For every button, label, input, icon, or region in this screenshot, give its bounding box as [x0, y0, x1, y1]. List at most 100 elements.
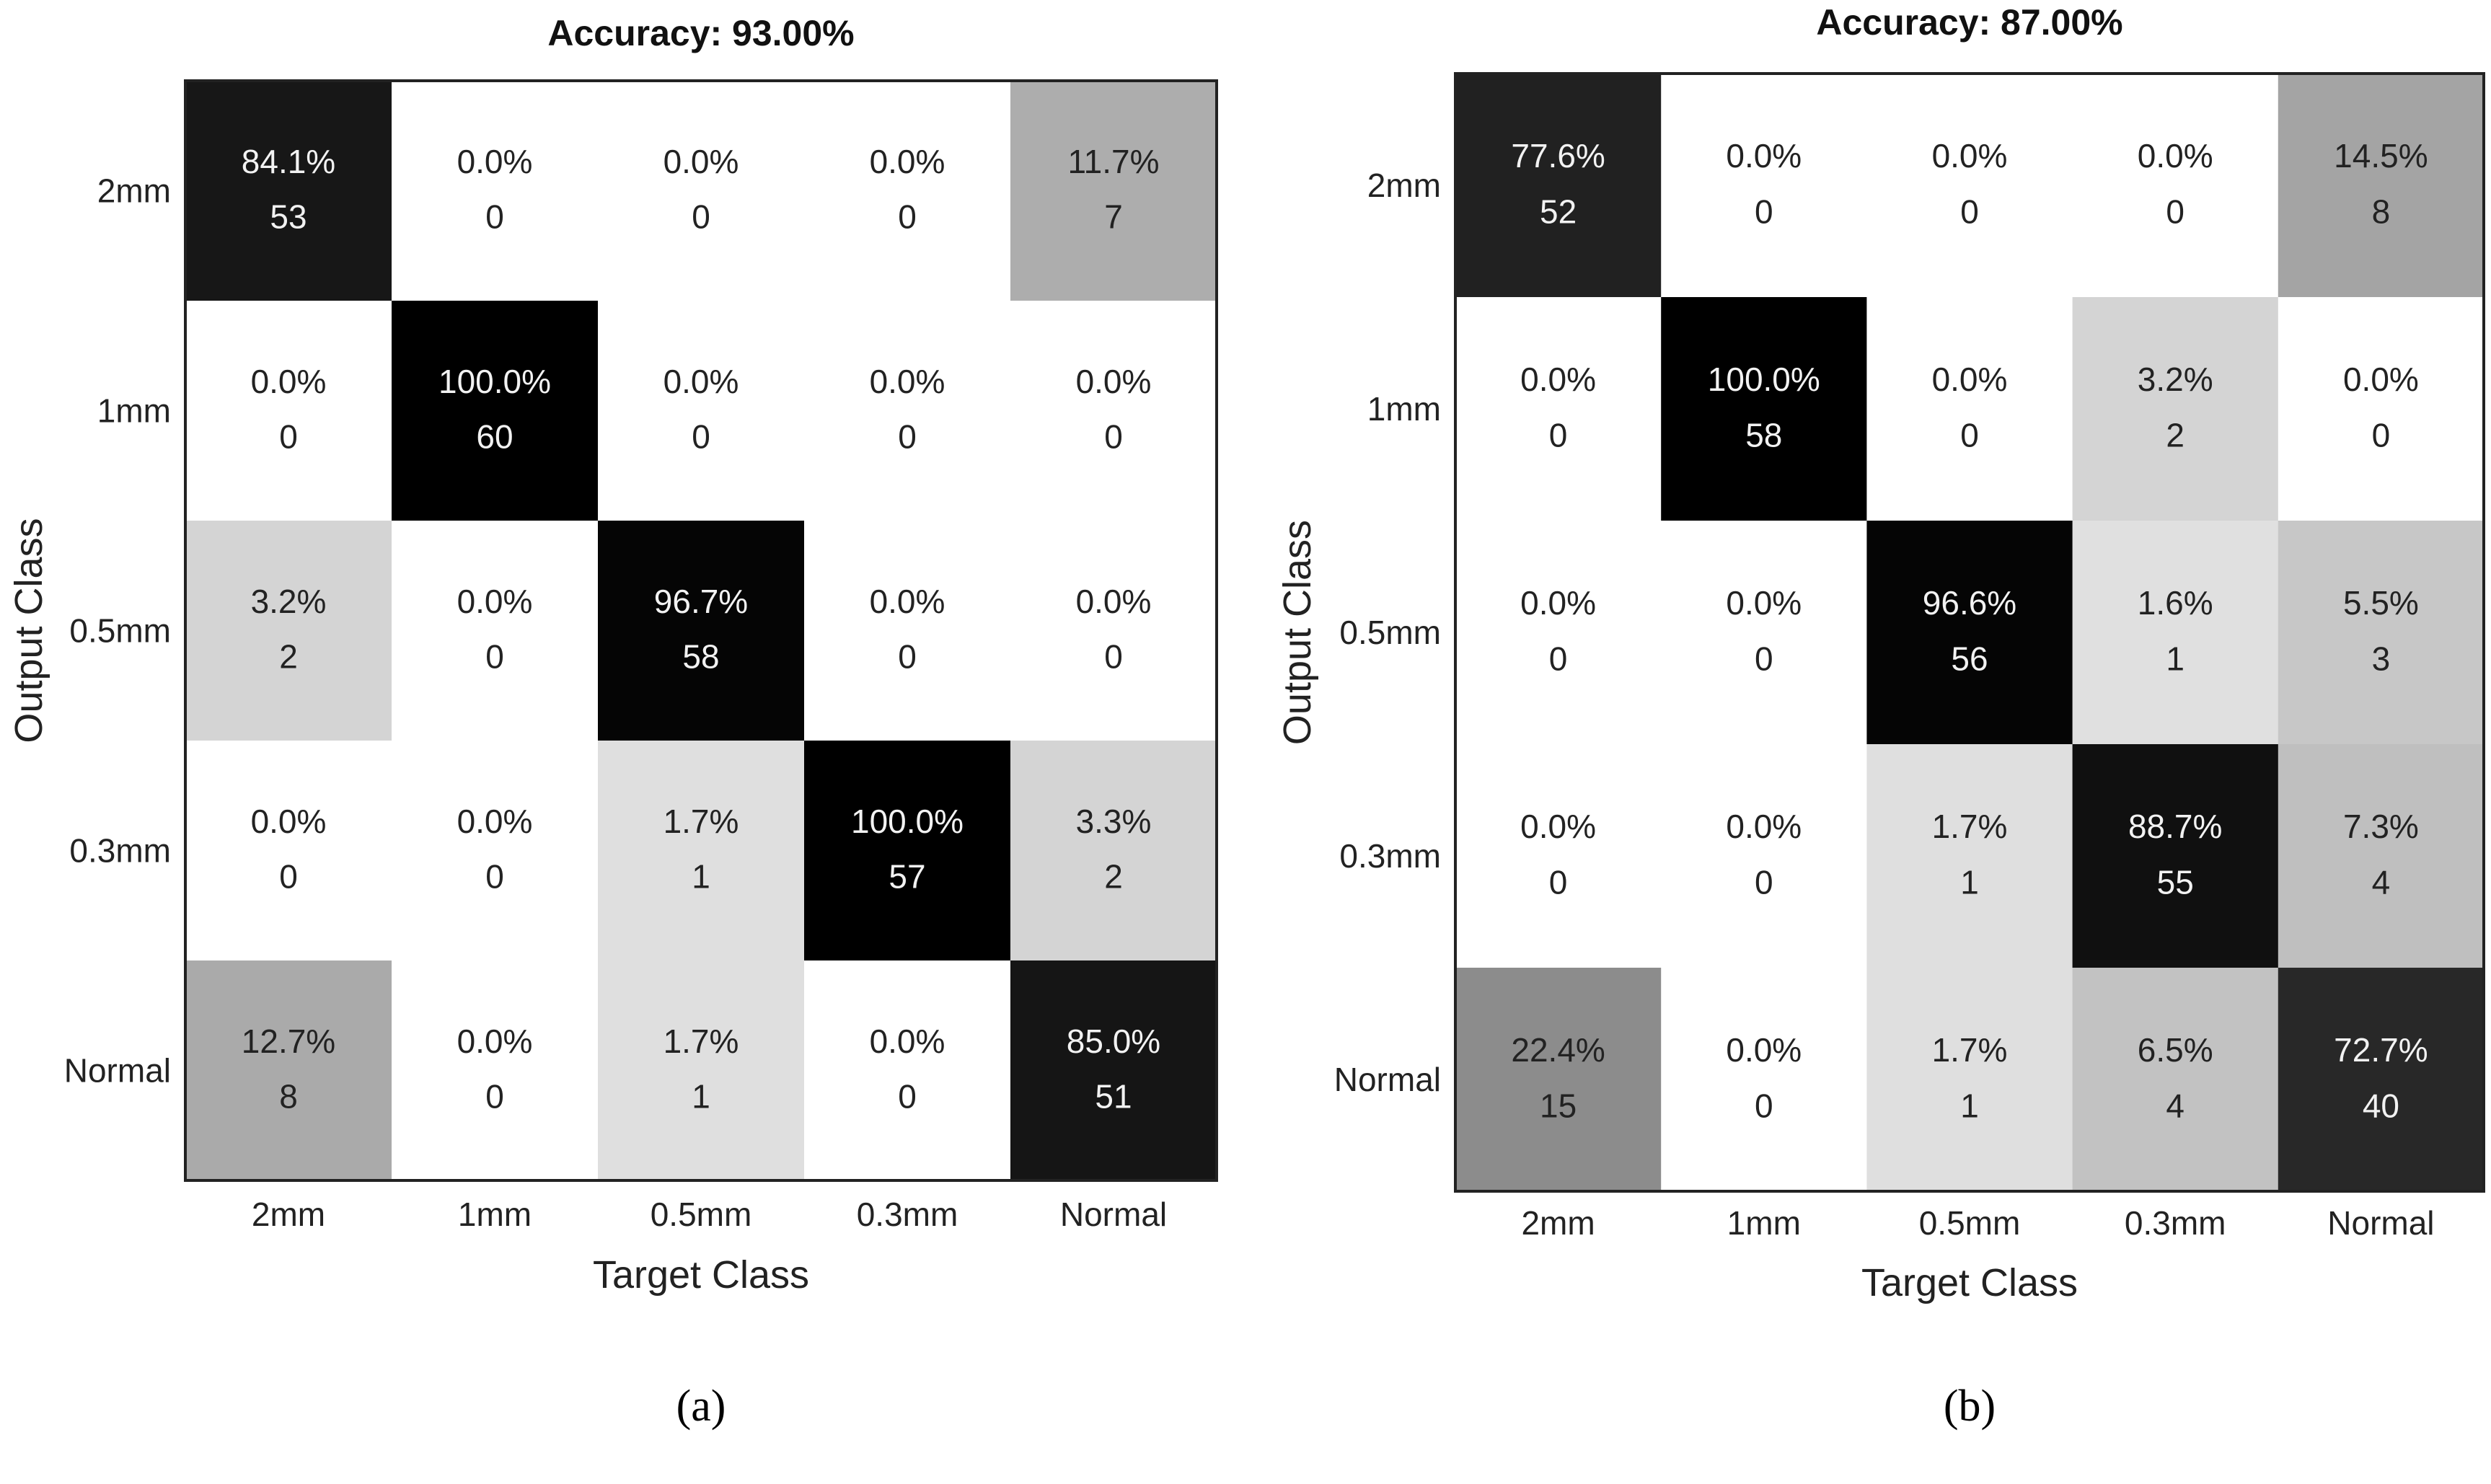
panel-a-cell-percentage: 1.7% [663, 1023, 739, 1060]
panel-b-cell-count: 58 [1745, 417, 1782, 454]
panel-a-cell [1010, 81, 1217, 301]
panel-b-cell-percentage: 0.0% [1726, 584, 1802, 622]
panel-a-cell [185, 301, 392, 521]
panel-b-cell-count: 4 [2166, 1087, 2184, 1125]
panel-a-cell [392, 301, 599, 521]
panel-a-cell [598, 741, 805, 961]
panel-b-cell-count: 55 [2157, 864, 2194, 901]
panel-b-cell-percentage: 1.7% [1932, 808, 2008, 845]
panel-a-cell-percentage: 1.7% [663, 803, 739, 840]
panel-b-x-tick-label: 1mm [1727, 1204, 1801, 1242]
panel-b-cell [1866, 521, 2073, 745]
panel-b-y-axis-label: Output Class [1276, 520, 1319, 745]
panel-b-x-tick-label: Normal [2327, 1204, 2434, 1242]
panel-a-cell [804, 301, 1011, 521]
panel-b-cell [1661, 74, 1867, 298]
panel-b-cell-count: 56 [1951, 640, 1988, 678]
panel-a-cell-count: 0 [485, 857, 504, 895]
panel-b-cell-percentage: 14.5% [2334, 137, 2428, 175]
panel-b-cell-count: 4 [2372, 864, 2391, 901]
panel-b-x-tick-label: 0.3mm [2125, 1204, 2226, 1242]
panel-b-cell [2278, 744, 2485, 968]
panel-b-cell [1866, 968, 2073, 1192]
panel-b-cell-count: 15 [1540, 1087, 1577, 1125]
panel-a-cell [392, 521, 599, 741]
panel-a-cell-count: 57 [889, 857, 925, 895]
panel-b-cell-count: 3 [2372, 640, 2391, 678]
panel-a-cell [185, 960, 392, 1181]
panel-b-y-tick-label: 0.5mm [1339, 614, 1441, 651]
panel-a-cell-count: 0 [898, 1077, 917, 1115]
panel-a-cell-percentage: 0.0% [457, 803, 533, 840]
panel-b-cell-percentage: 5.5% [2343, 584, 2419, 622]
panel-a-cell [598, 521, 805, 741]
panel-b-cell-percentage: 1.7% [1932, 1031, 2008, 1069]
panel-b-cell-percentage: 72.7% [2334, 1031, 2428, 1069]
panel-a-cell-count: 0 [692, 198, 710, 235]
panel-a-cell-count: 0 [898, 198, 917, 235]
panel-a-cell-count: 8 [279, 1077, 298, 1115]
panel-a-cell-count: 0 [279, 418, 298, 455]
panel-a-x-tick-label: 0.3mm [857, 1196, 958, 1233]
panel-b-cell [1661, 297, 1867, 521]
panel-a-cell-percentage: 0.0% [251, 803, 327, 840]
panel-b-cell [2278, 74, 2485, 298]
panel-a-cell-percentage: 0.0% [870, 143, 945, 180]
panel-a-plot-frame [184, 79, 1218, 1182]
panel-b-cell-percentage: 7.3% [2343, 808, 2419, 845]
panel-b-plot-frame [1454, 72, 2485, 1193]
panel-a-x-tick-label: 2mm [252, 1196, 325, 1233]
panel-a-y-tick-label: 1mm [97, 392, 171, 430]
panel-a-cell [1010, 960, 1217, 1181]
panel-a-cell-count: 0 [485, 198, 504, 235]
panel-a-cell [392, 81, 599, 301]
panel-b-cell-percentage: 0.0% [1520, 584, 1596, 622]
panel-a-cell-percentage: 0.0% [457, 143, 533, 180]
panel-a-y-tick-label: 2mm [97, 172, 171, 210]
panel-a-cell-count: 7 [1104, 198, 1123, 235]
panel-a-cell-count: 51 [1095, 1077, 1132, 1115]
panel-b-cell-count: 1 [2166, 640, 2184, 678]
panel-a-cell-percentage: 0.0% [1076, 363, 1152, 400]
panel-a-cell-percentage: 3.2% [251, 583, 327, 620]
panel-b-cell [1866, 744, 2073, 968]
panel-b-x-tick-label: 0.5mm [1919, 1204, 2021, 1242]
panel-b-cell-percentage: 1.6% [2138, 584, 2213, 622]
panel-b-cell-count: 8 [2372, 193, 2391, 231]
panel-a-cell [185, 741, 392, 961]
panel-a-cell-percentage: 0.0% [457, 583, 533, 620]
panel-a-cell-percentage: 0.0% [663, 363, 739, 400]
panel-a-y-axis-label: Output Class [7, 518, 50, 743]
panel-b-cell-percentage: 0.0% [2138, 137, 2213, 175]
panel-a-cell [598, 960, 805, 1181]
panel-a-cell [1010, 521, 1217, 741]
panel-a-cell-percentage: 0.0% [663, 143, 739, 180]
panel-b-cell [1866, 74, 2073, 298]
panel-b-y-tick-label: 2mm [1367, 167, 1441, 204]
panel-b-cell-count: 1 [1960, 1087, 1979, 1125]
panel-b-x-axis-label: Target Class [1861, 1261, 2078, 1304]
panel-a-cell [598, 301, 805, 521]
panel-b-cell [2072, 521, 2279, 745]
panel-b-cell [2278, 521, 2485, 745]
panel-b-y-tick-label: 1mm [1367, 390, 1441, 428]
panel-a-cell [1010, 741, 1217, 961]
panel-a-y-tick-label: 0.3mm [69, 832, 171, 870]
panel-b-cell-percentage: 88.7% [2128, 808, 2222, 845]
panel-b-title: Accuracy: 87.00% [1816, 2, 2122, 43]
panel-b-cell-percentage: 0.0% [1726, 808, 1802, 845]
panel-b-cell-count: 2 [2166, 417, 2184, 454]
panel-a-cell [598, 81, 805, 301]
panel-b-cell [1661, 744, 1867, 968]
panel-b-cell-percentage: 77.6% [1511, 137, 1605, 175]
panel-b-cell-count: 0 [1755, 193, 1773, 231]
panel-b-cell-percentage: 0.0% [1726, 1031, 1802, 1069]
panel-b-y-tick-label: 0.3mm [1339, 837, 1441, 875]
panel-a-cell-percentage: 96.7% [654, 583, 748, 620]
panel-a-cell-percentage: 0.0% [1076, 583, 1152, 620]
panel-a-cell [804, 81, 1011, 301]
panel-a-cell-percentage: 0.0% [870, 363, 945, 400]
panel-b-cell [2278, 968, 2485, 1192]
panel-a-cell-percentage: 100.0% [438, 363, 551, 400]
panel-b-cell-percentage: 0.0% [2343, 361, 2419, 398]
